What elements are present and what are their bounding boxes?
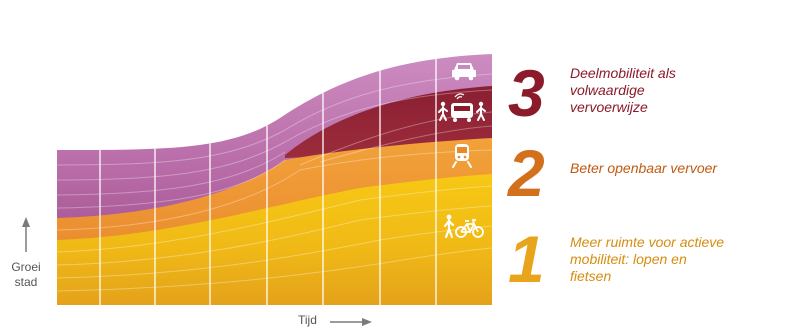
train-icon — [452, 144, 472, 168]
bus-icon — [451, 93, 473, 122]
legend-number: 3 — [508, 56, 545, 130]
legend-text-line: volwaardige — [570, 82, 645, 98]
x-axis-label: Tijd — [298, 313, 317, 327]
layer-active-mobility — [57, 174, 492, 305]
legend-text-line: Meer ruimte voor actieve — [570, 234, 725, 250]
legend-text-line: Beter openbaar vervoer — [570, 160, 718, 176]
y-axis-label-line1: Groei — [11, 260, 41, 274]
car-icon — [452, 63, 476, 81]
pedestrian-icon — [476, 101, 486, 121]
legend-number: 1 — [508, 222, 545, 296]
y-axis-arrow — [22, 217, 30, 252]
layer-stripes — [57, 73, 492, 292]
legend-text-line: vervoerwijze — [570, 99, 648, 115]
x-axis-arrow — [330, 318, 372, 326]
legend-text: Deelmobiliteit als volwaardige vervoerwi… — [570, 65, 790, 116]
legend-text: Meer ruimte voor actieve mobiliteit: lop… — [570, 234, 790, 285]
pedestrian-icon — [438, 101, 448, 121]
y-axis-label: Groei stad — [6, 260, 46, 290]
legend-text: Beter openbaar vervoer — [570, 160, 790, 177]
legend-text-line: Deelmobiliteit als — [570, 65, 676, 81]
layer-shared-mobility — [285, 86, 492, 158]
y-axis-label-line2: stad — [14, 275, 38, 289]
legend-number: 2 — [508, 136, 545, 210]
legend-text-line: fietsen — [570, 268, 612, 284]
bicycle-icon — [455, 219, 484, 238]
legend-text-line: mobiliteit: lopen en — [570, 251, 687, 267]
pedestrian-icon — [443, 214, 455, 239]
